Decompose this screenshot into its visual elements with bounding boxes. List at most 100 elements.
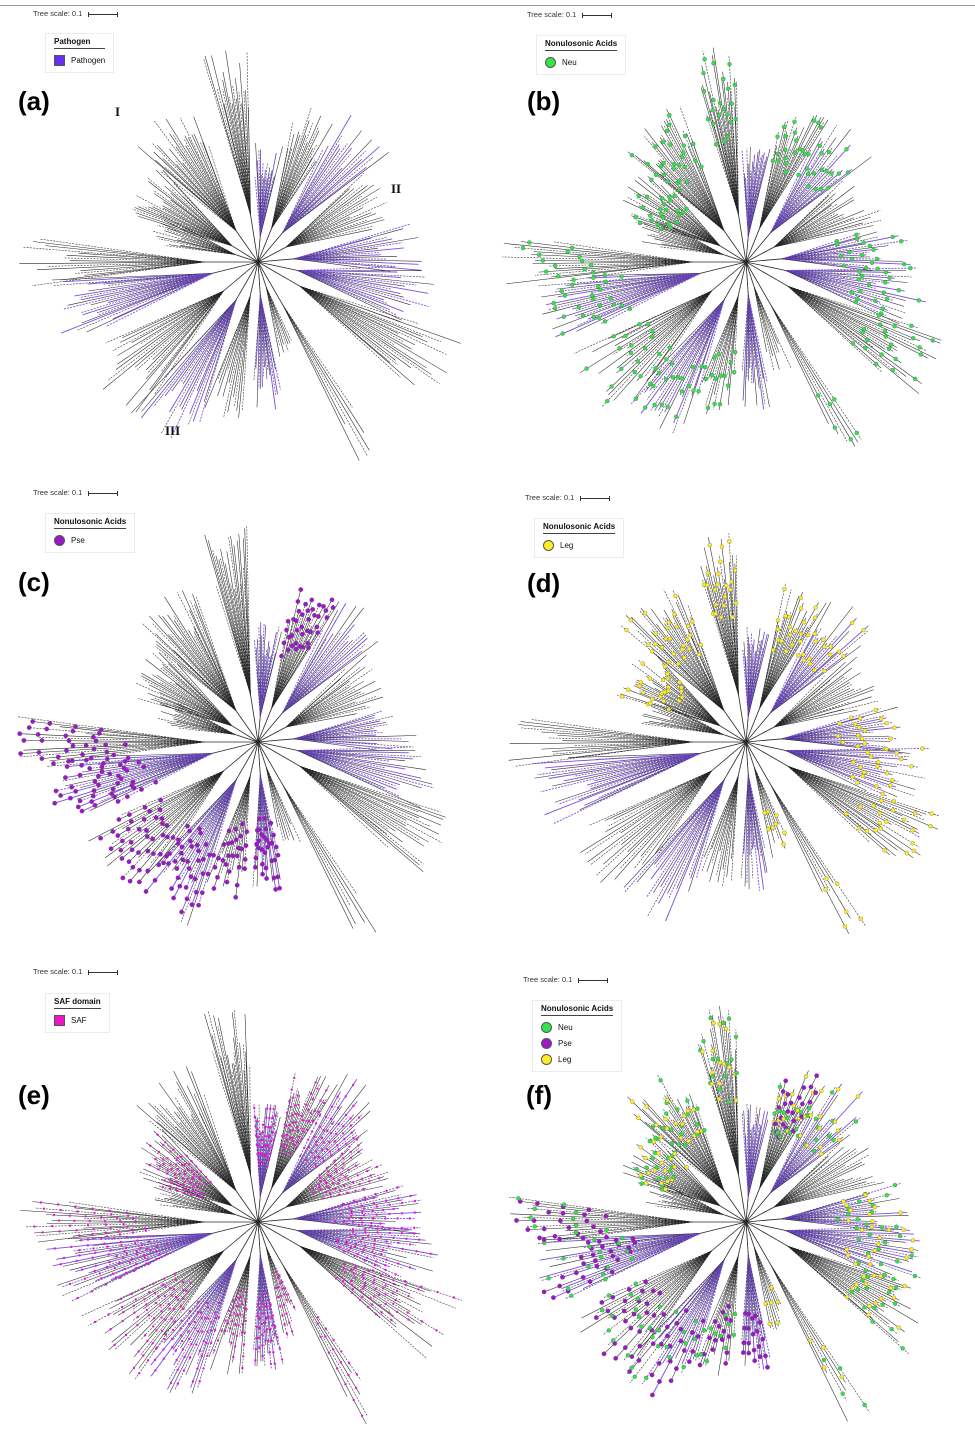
tree-branch — [37, 737, 205, 743]
saf-marker — [158, 1165, 162, 1168]
neu-marker — [650, 1334, 655, 1340]
neu-marker — [860, 252, 865, 258]
neu-marker — [653, 1135, 658, 1140]
saf-marker — [278, 1282, 282, 1285]
tree-branch — [654, 687, 721, 726]
tree-branch — [265, 287, 284, 353]
scale-bar — [88, 490, 119, 496]
saf-marker — [327, 1173, 330, 1177]
leg-marker — [910, 841, 915, 846]
pse-marker — [721, 1328, 727, 1334]
pse-marker — [242, 857, 248, 862]
pathogen-branch — [544, 752, 701, 769]
tree-branch — [787, 765, 920, 834]
tree-branch — [665, 617, 725, 711]
pse-marker — [305, 608, 311, 614]
tree-branch — [538, 261, 693, 273]
saf-marker — [314, 1081, 317, 1084]
neu-marker — [777, 1134, 783, 1139]
tree-branch — [257, 708, 272, 743]
saf-marker — [343, 1220, 346, 1223]
pathogen-branch — [688, 1259, 725, 1362]
neu-marker — [649, 218, 655, 223]
tree-branch — [282, 1097, 341, 1193]
pse-marker — [153, 779, 159, 785]
neu-marker — [705, 116, 711, 122]
tree-branch — [160, 1204, 236, 1215]
leg-marker — [682, 655, 687, 660]
pse-marker — [650, 1341, 656, 1347]
tree-branch — [243, 1044, 251, 1175]
pse-marker — [196, 848, 201, 854]
tree-branch — [770, 606, 854, 713]
saf-marker — [201, 1192, 204, 1195]
saf-marker — [285, 1133, 288, 1136]
phylogenetic-tree-e — [20, 1009, 462, 1424]
leg-marker — [716, 571, 721, 576]
pse-marker — [260, 871, 265, 877]
legend-item-pse: Pse — [541, 1035, 613, 1051]
saf-marker — [384, 1293, 387, 1296]
pse-marker — [220, 858, 226, 863]
legend-title: Nonulosonic Acids — [545, 39, 618, 51]
saf-marker — [234, 1298, 237, 1301]
saf-marker — [174, 1349, 177, 1352]
tree-branch — [613, 770, 712, 820]
saf-marker — [257, 1143, 260, 1147]
tree-branch — [192, 594, 237, 711]
saf-marker — [143, 1334, 147, 1337]
tree-branch — [745, 1221, 755, 1248]
tree-branch — [753, 1247, 777, 1330]
tree-branch — [35, 1207, 205, 1223]
neu-marker — [702, 57, 707, 62]
tree-branch — [241, 1256, 251, 1337]
tree-branch — [711, 741, 747, 772]
saf-marker — [165, 1243, 169, 1246]
pathogen-branch — [785, 270, 887, 317]
neu-marker — [704, 1359, 710, 1364]
tree-branch — [131, 299, 237, 414]
neu-marker — [729, 101, 735, 106]
pathogen-branch — [599, 272, 701, 325]
tree-branch — [282, 157, 374, 233]
pathogen-branch — [782, 738, 891, 750]
neu-marker — [681, 210, 686, 215]
saf-marker — [361, 1273, 364, 1277]
tree-branch — [228, 536, 251, 695]
tree-branch — [711, 1044, 739, 1175]
tree-branch — [745, 1195, 749, 1223]
tree-branch — [271, 135, 307, 229]
pathogen-branch — [747, 631, 765, 716]
tree-branch — [154, 120, 237, 231]
tree-branch — [748, 1104, 751, 1196]
tree-branch — [637, 1250, 712, 1331]
pathogen-branch — [640, 299, 725, 414]
pathogen-branch — [690, 779, 725, 879]
leg-marker — [666, 620, 672, 625]
saf-marker — [125, 1211, 128, 1214]
tree-branch — [636, 629, 725, 711]
leg-marker — [878, 826, 883, 831]
pse-marker — [591, 1224, 596, 1229]
saf-marker — [198, 1182, 201, 1185]
tree-branch — [286, 225, 374, 248]
pathogen-branch — [747, 294, 757, 369]
neu-marker — [850, 341, 856, 346]
tree-branch — [725, 1256, 739, 1364]
saf-marker — [325, 1166, 329, 1170]
tree-branch — [733, 1256, 739, 1339]
pse-marker — [89, 799, 95, 804]
legend-title: SAF domain — [54, 997, 101, 1009]
saf-marker — [182, 1369, 186, 1372]
neu-marker — [602, 319, 608, 324]
pathogen-branch — [61, 272, 213, 334]
tree-branch — [787, 285, 899, 375]
pse-marker — [640, 1288, 645, 1294]
leg-marker — [789, 642, 795, 648]
saf-marker — [319, 1335, 322, 1339]
neu-marker — [636, 1314, 642, 1319]
tree-branch — [787, 285, 902, 364]
saf-marker — [369, 1174, 372, 1177]
tree-branch — [294, 1199, 403, 1220]
saf-marker — [392, 1236, 395, 1239]
